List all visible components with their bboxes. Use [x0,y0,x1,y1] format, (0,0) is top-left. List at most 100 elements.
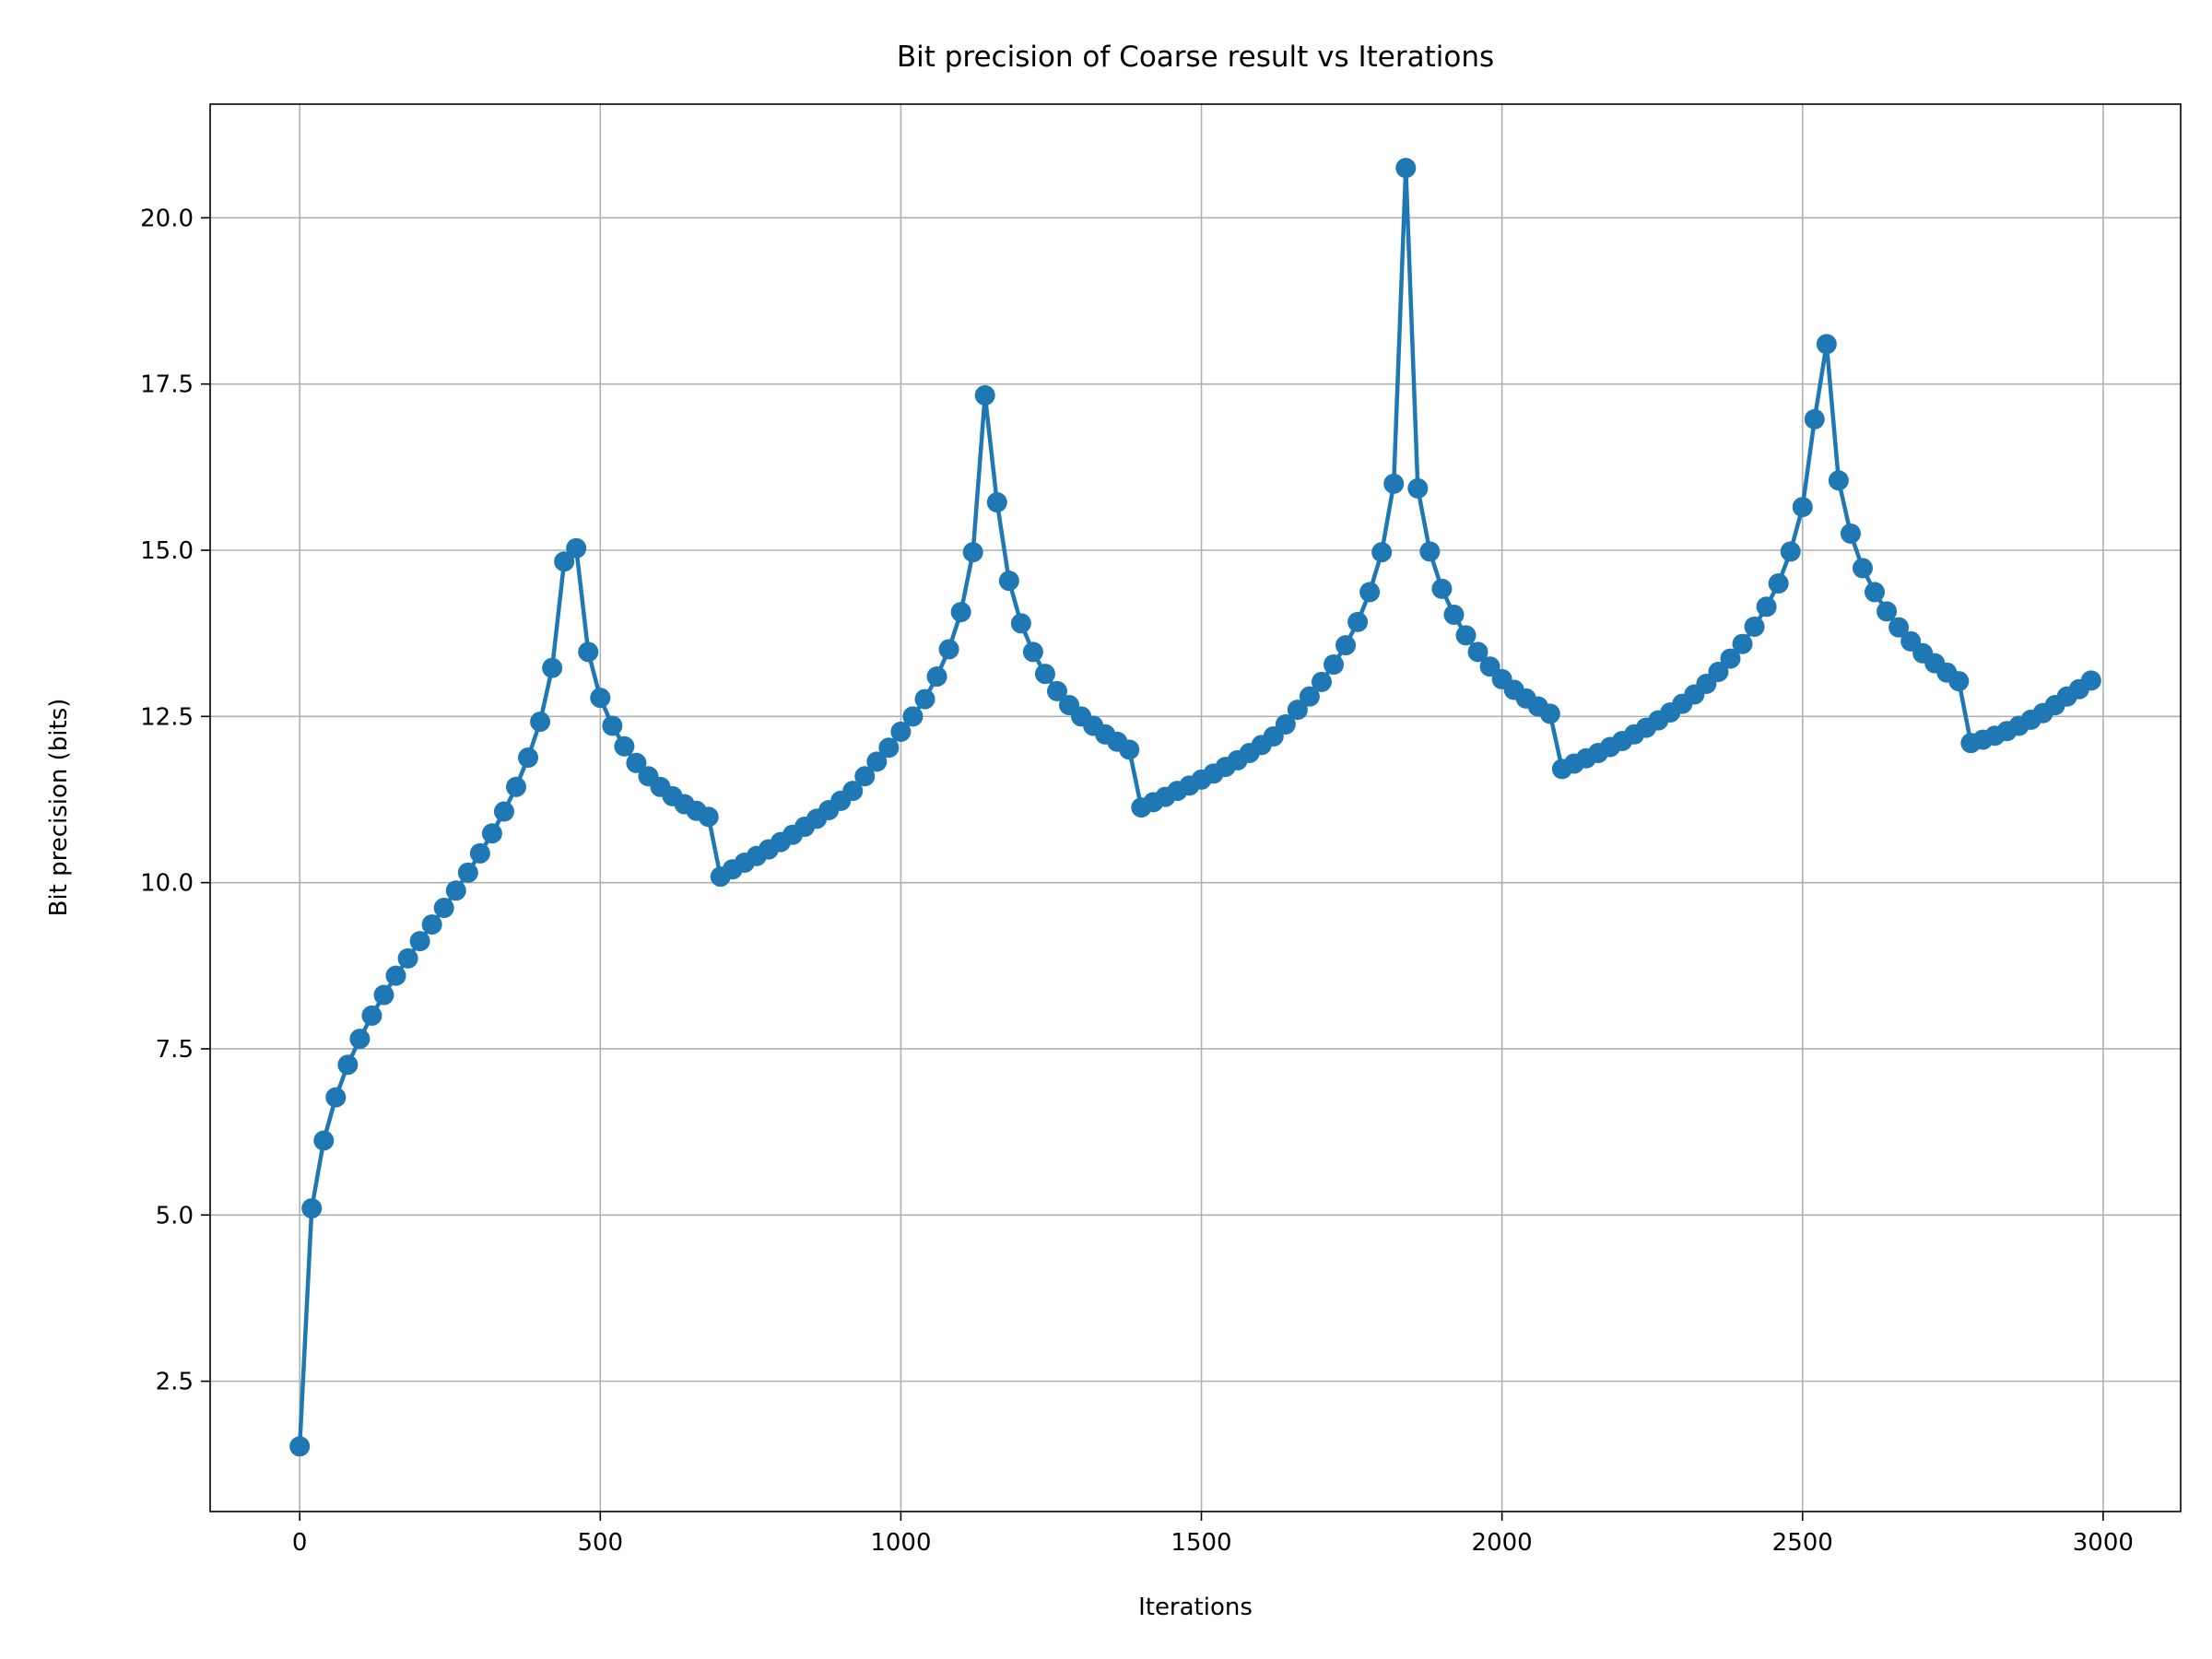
data-point [1816,334,1837,355]
plot-frame [209,103,2182,1512]
data-point [1792,497,1813,518]
data-point [421,914,442,935]
data-point [481,823,502,844]
data-point [397,947,418,969]
data-point [1828,470,1849,491]
data-point [1299,686,1320,707]
data-point [950,602,971,623]
data-point [1287,700,1308,721]
data-point [626,752,647,773]
data-point [1371,542,1393,563]
data-point [554,551,575,572]
data-point [457,862,478,883]
data-point [1877,601,1898,622]
data-point [385,965,406,986]
x-tick-label: 3000 [2073,1529,2134,1557]
data-point [1119,739,1140,760]
data-point [602,715,623,736]
y-tick-label: 2.5 [156,1369,194,1396]
data-point [313,1130,335,1151]
x-tick-label: 1500 [1171,1529,1231,1557]
data-point [1046,680,1067,701]
data-point [890,721,912,742]
data-point [926,666,947,688]
data-point [1383,473,1405,494]
y-axis-label: Bit precision (bits) [45,699,73,917]
data-point [301,1198,323,1219]
y-tick-label: 12.5 [140,703,194,731]
data-point [590,688,611,709]
data-point [493,801,514,822]
data-point [614,735,635,757]
data-point [962,542,983,563]
data-point [1407,477,1429,499]
y-tick-label: 7.5 [156,1036,194,1064]
data-point [1455,625,1477,646]
data-point [1756,596,1777,618]
data-point [1804,408,1825,429]
data-point [1022,641,1043,663]
data-point [542,657,563,678]
data-point [505,776,526,797]
y-tick-label: 17.5 [140,371,194,399]
y-tick-label: 15.0 [140,537,194,565]
data-point [1720,648,1741,669]
data-point [854,766,876,787]
data-point [1443,604,1465,625]
data-point [1034,664,1055,685]
data-point [902,706,924,727]
data-point [361,1005,382,1026]
data-point [530,712,551,733]
data-point [1347,611,1369,632]
y-tick-label: 20.0 [140,205,194,232]
data-point [2080,670,2101,691]
data-point [1275,713,1296,735]
x-tick-label: 500 [577,1529,623,1557]
data-point [325,1087,347,1108]
x-axis-label: Iterations [1138,1594,1253,1621]
data-point [842,781,864,802]
data-point [1419,541,1441,562]
data-point [1479,656,1500,677]
data-point [1744,616,1765,637]
y-tick-label: 10.0 [140,870,194,898]
data-point [578,641,599,663]
data-point [1335,635,1357,656]
data-point [337,1054,359,1076]
data-point [409,931,430,952]
data-point [1865,582,1886,603]
data-point [878,737,900,759]
x-tick-label: 2000 [1472,1529,1533,1557]
data-point [1467,641,1488,663]
data-point [289,1436,311,1457]
data-point [938,639,959,660]
data-point [986,492,1007,513]
data-point [998,571,1019,592]
data-point [866,751,888,772]
data-point [1840,523,1861,544]
data-point [469,842,490,864]
data-point [1311,671,1332,692]
x-tick-label: 1000 [870,1529,931,1557]
data-point [1359,582,1381,603]
data-point [1010,613,1031,634]
data-point [914,688,935,710]
data-point [566,537,587,559]
data-point [1888,617,1910,638]
x-tick-label: 2500 [1772,1529,1833,1557]
data-point [518,747,539,769]
data-point [1780,541,1801,562]
x-tick-label: 0 [292,1529,308,1557]
data-point [1395,158,1417,179]
data-point [1708,661,1729,682]
data-point [974,384,995,406]
data-line [297,165,2093,1447]
data-point [433,898,454,919]
data-point [1732,633,1753,654]
data-point [698,806,719,828]
data-point [373,984,394,1006]
data-point [1852,558,1873,579]
data-point [1324,654,1345,676]
